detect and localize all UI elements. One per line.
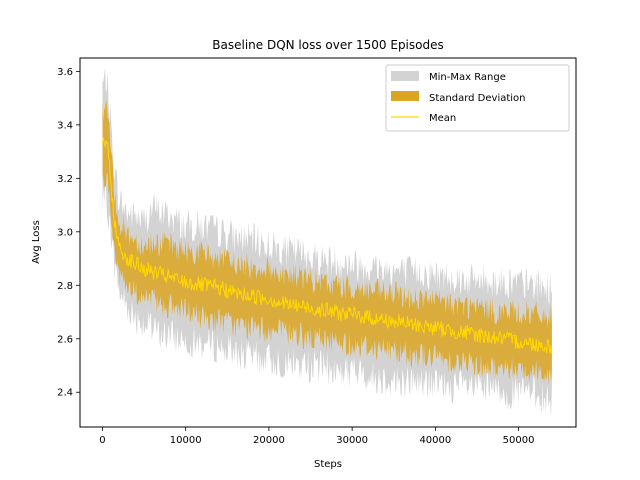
legend-frame: [385, 64, 570, 132]
x-axis-title: Steps: [314, 459, 342, 470]
legend-label-mean: Mean: [429, 113, 456, 124]
x-tick-label: 40000: [419, 435, 451, 446]
y-tick-label: 3.0: [57, 227, 73, 238]
y-tick-label: 2.6: [57, 334, 73, 345]
y-tick-label: 3.4: [57, 120, 73, 131]
y-tick-label: 2.8: [57, 281, 73, 292]
y-tick-label: 3.2: [57, 174, 73, 185]
x-tick-label: 20000: [253, 435, 285, 446]
legend-label-min-max: Min-Max Range: [429, 72, 506, 83]
series-band-1: [102, 99, 552, 385]
x-tick-label: 50000: [503, 435, 535, 446]
x-tick-label: 30000: [336, 435, 368, 446]
y-tick-label: 2.4: [57, 388, 73, 399]
x-tick-label: 10000: [170, 435, 202, 446]
legend-label-std: Standard Deviation: [429, 93, 526, 104]
y-tick-label: 3.6: [57, 67, 73, 78]
series-line-mean: [102, 137, 553, 355]
legend: Min-Max Range Standard Deviation Mean: [385, 64, 570, 132]
plot-area: [102, 66, 553, 419]
legend-swatch-std: [391, 91, 419, 101]
x-tick-label: 0: [99, 435, 105, 446]
plot-frame: [79, 57, 577, 428]
legend-swatch-min-max: [391, 71, 419, 81]
axes: 0 10000 20000 30000 40000 50000 2.4 2.6 2.8 3.0 3.…: [57, 67, 534, 446]
y-axis-title: Avg Loss: [31, 220, 42, 264]
chart-title: Baseline DQN loss over 1500 Episodes: [212, 38, 443, 52]
